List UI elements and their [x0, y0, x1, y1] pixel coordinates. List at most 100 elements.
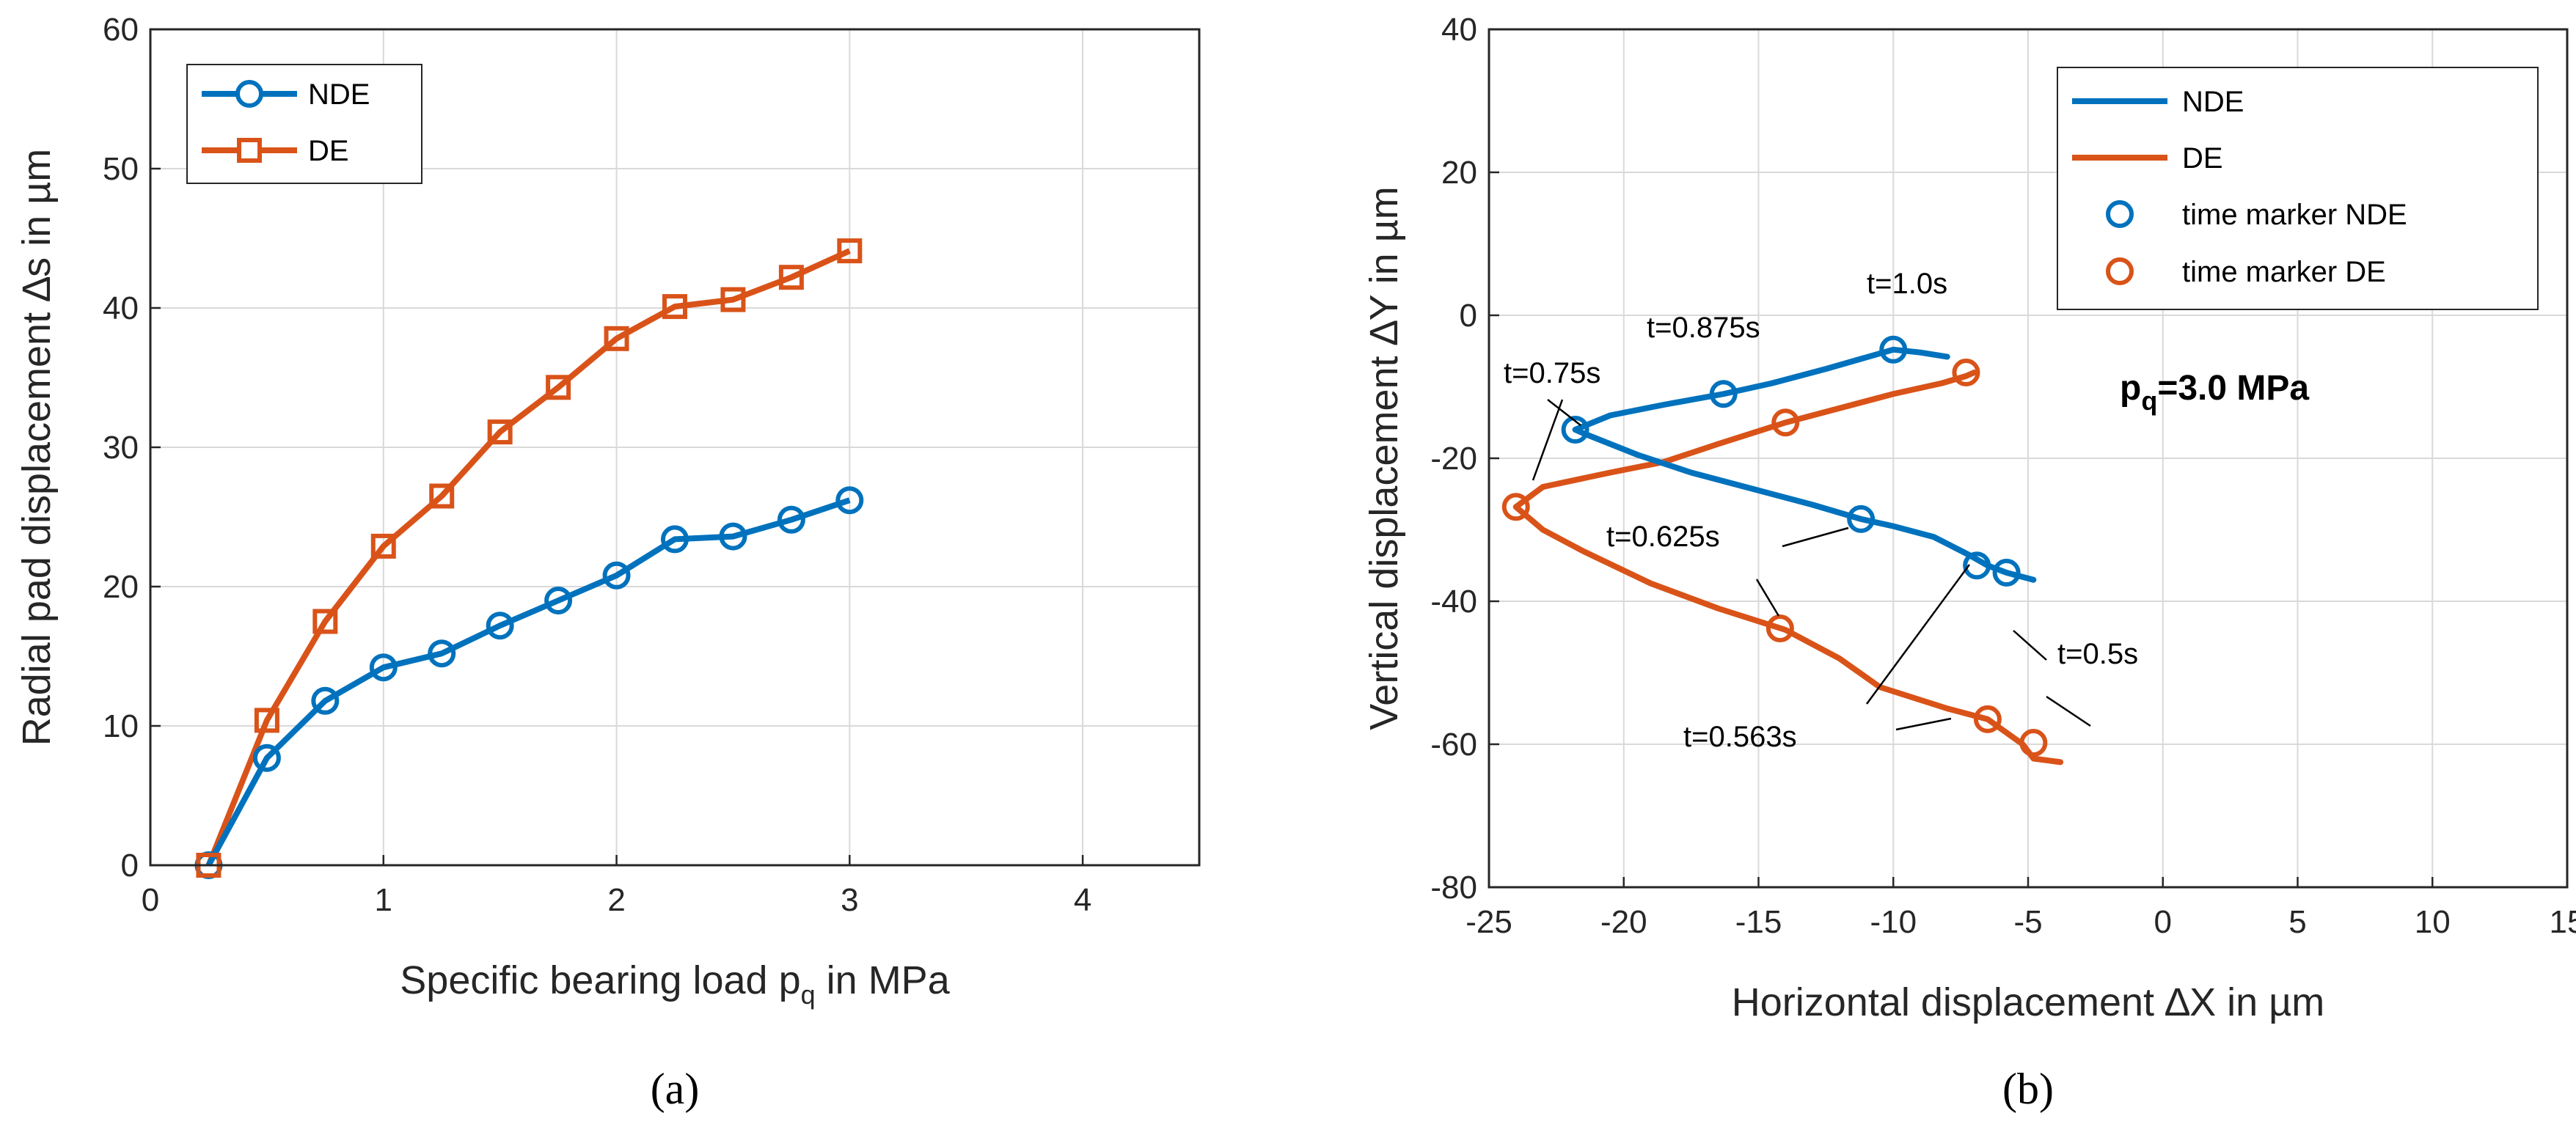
legend-b-nde-marker: [2106, 200, 2134, 228]
point-a-de: [720, 287, 746, 312]
point-a-nde: [252, 744, 281, 772]
chart-b-ytick-label: -20: [1430, 441, 1477, 477]
chart-b-series: [1512, 346, 2064, 766]
point-a-de: [604, 326, 629, 351]
legend-b-de-marker-label: time marker DE: [2182, 256, 2386, 288]
time-marker-nde: [1709, 380, 1738, 408]
leader-t075-de: [1532, 399, 1564, 481]
leader-t0625-nde: [1782, 526, 1849, 548]
annotation-t075: t=0.75s: [1504, 357, 1600, 389]
chart-a-ytick-label: 40: [103, 290, 139, 326]
point-a-nde: [777, 505, 805, 534]
chart-b: -25 -20 -15 -10 -5 0 5 10 15 -80 -60 -40 -20 0 20 40 t=…: [1362, 12, 2576, 1113]
chart-b-ytick-label: 40: [1441, 12, 1477, 48]
chart-a-ytick-label: 20: [103, 569, 139, 605]
chart-a-xtick-label: 4: [1074, 882, 1091, 918]
chart-a-xtick-label: 1: [375, 882, 392, 918]
time-marker-nde: [1561, 416, 1589, 444]
chart-b-time-markers: [1501, 335, 2048, 757]
chart-a-xtick-label: 3: [841, 882, 858, 918]
chart-b-xtick-label: -20: [1600, 904, 1647, 940]
chart-b-ytick-label: -40: [1430, 584, 1477, 620]
chart-b-xtick-label: -15: [1735, 904, 1782, 940]
series-b-nde-line: [1572, 346, 2037, 583]
series-b-de-line: [1512, 370, 2064, 766]
annotation-t1: t=1.0s: [1867, 268, 1947, 300]
leader-t0625-de: [1755, 579, 1780, 617]
time-marker-nde: [1879, 335, 1908, 364]
legend-a-nde-marker: [235, 80, 263, 108]
point-a-nde: [835, 486, 864, 515]
point-a-de: [546, 375, 571, 400]
chart-b-xtick-label: 10: [2415, 904, 2451, 940]
chart-b-ytick-label: -60: [1430, 727, 1477, 763]
point-a-de: [487, 419, 513, 445]
chart-b-legend-box: [2057, 67, 2539, 310]
point-a-nde: [661, 525, 689, 554]
point-a-de: [429, 483, 455, 509]
chart-a-xlabel: Specific bearing load pq in MPa: [400, 958, 950, 1010]
chart-b-ytick-label: 20: [1441, 155, 1477, 191]
time-marker-de: [2019, 729, 2048, 757]
chart-a-ytick-label: 0: [121, 848, 139, 884]
chart-a-ytick-label: 10: [103, 708, 139, 744]
chart-a-series: [194, 238, 864, 879]
legend-b-nde-marker-label: time marker NDE: [2182, 199, 2407, 231]
point-a-nde: [544, 587, 573, 614]
chart-b-xtick-label: -10: [1870, 904, 1917, 940]
leader-t075-nde: [1547, 399, 1581, 426]
chart-b-xtick-label: -5: [2013, 904, 2042, 940]
leader-t0563-nde: [1865, 564, 1971, 705]
legend-a-de-marker: [237, 138, 262, 163]
chart-b-legend: NDE DE time marker NDE time marker DE: [2057, 67, 2539, 310]
chart-b-xtick-label: 5: [2288, 904, 2306, 940]
point-a-nde: [311, 686, 340, 715]
chart-b-xlabel: Horizontal displacement ∆X in µm: [1732, 980, 2324, 1024]
annotation-t0875: t=0.875s: [1647, 312, 1760, 344]
point-a-de: [370, 533, 396, 559]
point-a-nde: [602, 561, 631, 590]
chart-b-ytick-label: 0: [1460, 298, 1477, 334]
time-marker-nde: [1992, 559, 2021, 587]
chart-b-caption: (b): [2002, 1065, 2054, 1113]
point-a-de: [312, 609, 338, 634]
time-marker-de: [1771, 408, 1800, 437]
annotation-t0563: t=0.563s: [1683, 721, 1797, 753]
chart-a-ytick-label: 60: [103, 12, 139, 48]
legend-b-nde-label: NDE: [2182, 86, 2244, 118]
time-marker-nde: [1963, 551, 1991, 580]
legend-b-de-marker: [2106, 257, 2134, 285]
chart-b-xtick-label: 15: [2550, 904, 2576, 940]
time-marker-de: [1973, 705, 2002, 733]
leader-t0563-de: [1895, 717, 1952, 731]
chart-a-ytick-label: 50: [103, 151, 139, 187]
leader-t05-nde: [2013, 630, 2047, 661]
legend-b-de-label: DE: [2182, 142, 2223, 175]
point-a-de: [254, 708, 279, 733]
chart-b-ticks: -25 -20 -15 -10 -5 0 5 10 15 -80 -60 -40 -20 0 20 40: [1430, 12, 2576, 940]
annotation-t05: t=0.5s: [2057, 638, 2138, 670]
time-marker-nde: [1847, 504, 1876, 533]
chart-b-load-label: pq=3.0 MPa: [2120, 369, 2309, 416]
chart-a-ytick-label: 30: [103, 430, 139, 466]
chart-a-xtick-label: 0: [142, 882, 159, 918]
point-a-de: [778, 265, 804, 290]
chart-b-annotation-lines: [1532, 399, 2091, 731]
point-a-nde: [369, 653, 398, 682]
point-a-de: [837, 238, 863, 264]
annotation-t0625: t=0.625s: [1606, 521, 1720, 553]
point-a-de: [662, 294, 687, 320]
chart-b-ytick-label: -80: [1430, 870, 1477, 906]
legend-a-de-label: DE: [308, 135, 349, 167]
point-a-nde: [719, 522, 747, 551]
time-marker-de: [1501, 493, 1530, 521]
chart-b-ylabel: Vertical displacement ∆Y in µm: [1362, 186, 1406, 730]
point-a-nde: [486, 612, 514, 640]
time-marker-de: [1952, 359, 1980, 386]
chart-b-xtick-label: 0: [2154, 904, 2172, 940]
chart-a-xtick-label: 2: [607, 882, 625, 918]
chart-a-legend: NDE DE: [186, 64, 422, 184]
